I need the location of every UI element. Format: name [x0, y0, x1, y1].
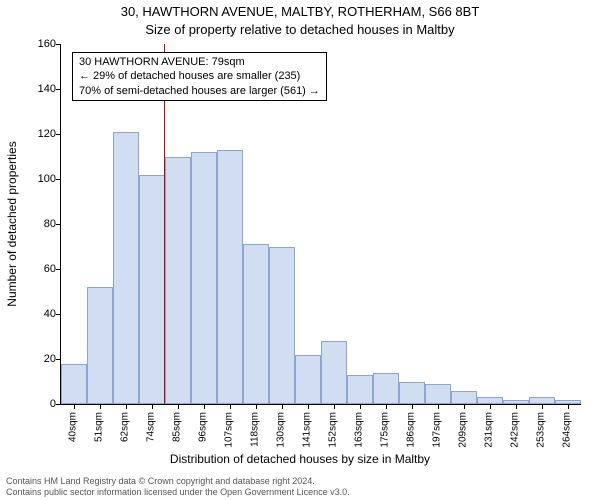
y-tick-mark [56, 404, 61, 405]
x-tick-label: 96sqm [198, 412, 209, 442]
x-tick-label: 40sqm [68, 412, 79, 442]
x-tick-mark [256, 404, 257, 409]
annotation-box: 30 HAWTHORN AVENUE: 79sqm← 29% of detach… [72, 52, 327, 101]
histogram-bar [165, 157, 190, 405]
x-tick-mark [334, 404, 335, 409]
y-tick-label: 140 [16, 83, 56, 95]
y-tick-mark [56, 314, 61, 315]
y-tick-label: 40 [16, 308, 56, 320]
footer-line-2: Contains public sector information licen… [6, 487, 350, 498]
histogram-bar [373, 373, 398, 405]
y-tick-mark [56, 224, 61, 225]
x-tick-label: 118sqm [250, 412, 261, 447]
histogram-bar [191, 152, 216, 404]
x-tick-label: 253sqm [536, 412, 547, 448]
x-tick-mark [308, 404, 309, 409]
x-tick-label: 130sqm [276, 412, 287, 448]
histogram-bar [477, 397, 502, 404]
histogram-bar [529, 397, 554, 404]
y-tick-label: 60 [16, 263, 56, 275]
histogram-bar [217, 150, 242, 404]
annotation-line-3: 70% of semi-detached houses are larger (… [79, 84, 320, 98]
x-tick-mark [568, 404, 569, 409]
x-tick-mark [490, 404, 491, 409]
x-tick-label: 107sqm [224, 412, 235, 448]
x-tick-mark [412, 404, 413, 409]
histogram-bar [113, 132, 138, 404]
chart-title-main: 30, HAWTHORN AVENUE, MALTBY, ROTHERHAM, … [0, 4, 600, 19]
y-tick-label: 20 [16, 353, 56, 365]
x-tick-label: 175sqm [380, 412, 391, 448]
x-tick-label: 163sqm [354, 412, 365, 448]
x-tick-mark [126, 404, 127, 409]
x-tick-label: 264sqm [562, 412, 573, 448]
histogram-bar [139, 175, 164, 405]
histogram-bar [61, 364, 86, 405]
x-tick-mark [152, 404, 153, 409]
histogram-bar [269, 247, 294, 405]
x-tick-label: 197sqm [432, 412, 443, 448]
y-tick-label: 80 [16, 218, 56, 230]
histogram-bar [243, 244, 268, 404]
chart-title-sub: Size of property relative to detached ho… [0, 22, 600, 37]
y-tick-label: 160 [16, 38, 56, 50]
histogram-chart: 30, HAWTHORN AVENUE, MALTBY, ROTHERHAM, … [0, 0, 600, 500]
x-tick-label: 242sqm [510, 412, 521, 448]
footer-credits: Contains HM Land Registry data © Crown c… [6, 476, 350, 498]
x-tick-label: 85sqm [172, 412, 183, 442]
histogram-bar [451, 391, 476, 405]
y-tick-mark [56, 179, 61, 180]
x-tick-mark [386, 404, 387, 409]
x-tick-mark [230, 404, 231, 409]
histogram-bar [399, 382, 424, 405]
x-tick-label: 186sqm [406, 412, 417, 448]
x-tick-label: 231sqm [484, 412, 495, 448]
y-tick-label: 0 [16, 398, 56, 410]
y-tick-label: 100 [16, 173, 56, 185]
y-tick-mark [56, 89, 61, 90]
x-tick-mark [542, 404, 543, 409]
annotation-line-1: 30 HAWTHORN AVENUE: 79sqm [79, 55, 320, 69]
x-tick-mark [204, 404, 205, 409]
histogram-bar [87, 287, 112, 404]
x-tick-label: 209sqm [458, 412, 469, 448]
x-tick-label: 74sqm [146, 412, 157, 442]
x-tick-mark [100, 404, 101, 409]
histogram-bar [321, 341, 346, 404]
x-axis-label: Distribution of detached houses by size … [0, 452, 600, 466]
x-tick-label: 51sqm [94, 412, 105, 442]
footer-line-1: Contains HM Land Registry data © Crown c… [6, 476, 350, 487]
x-tick-mark [516, 404, 517, 409]
x-tick-mark [178, 404, 179, 409]
y-tick-mark [56, 269, 61, 270]
y-tick-mark [56, 134, 61, 135]
histogram-bar [425, 384, 450, 404]
y-tick-mark [56, 359, 61, 360]
histogram-bar [295, 355, 320, 405]
y-tick-label: 120 [16, 128, 56, 140]
x-tick-label: 141sqm [302, 412, 313, 448]
x-tick-mark [74, 404, 75, 409]
x-tick-label: 62sqm [120, 412, 131, 442]
x-tick-mark [282, 404, 283, 409]
x-tick-mark [464, 404, 465, 409]
x-tick-label: 152sqm [328, 412, 339, 448]
annotation-line-2: ← 29% of detached houses are smaller (23… [79, 69, 320, 83]
x-tick-mark [360, 404, 361, 409]
y-tick-mark [56, 44, 61, 45]
histogram-bar [347, 375, 372, 404]
x-tick-mark [438, 404, 439, 409]
